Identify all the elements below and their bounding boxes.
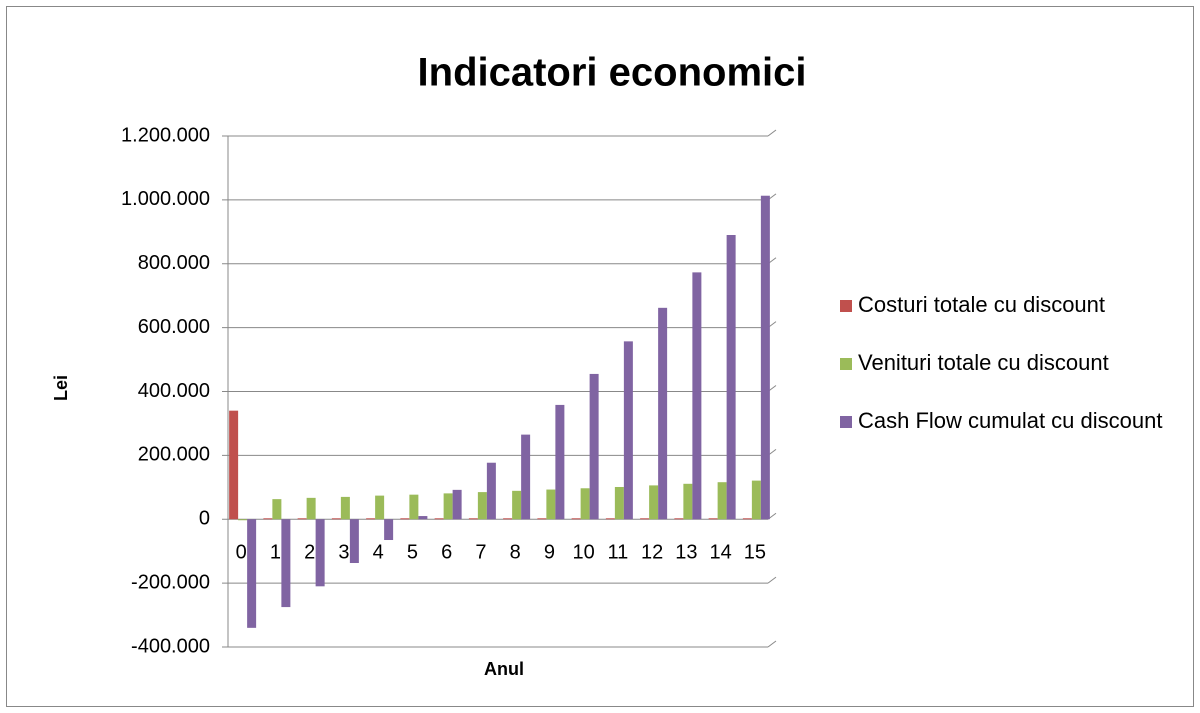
bar [726,235,736,520]
bar [409,494,419,520]
legend-item: Costuri totale cu discount [840,290,1185,320]
bar [546,489,556,520]
bar [589,373,599,520]
x-tick-label: 15 [744,542,766,564]
bar [614,486,624,520]
x-tick-label: 14 [710,542,732,564]
bar [349,519,359,564]
x-tick-label: 11 [607,542,628,564]
bar [692,272,702,520]
bar [580,488,590,520]
bar [571,518,581,520]
bar [238,519,248,521]
bar [555,404,565,520]
bar [658,307,668,520]
bar [640,518,650,520]
legend-item: Cash Flow cumulat cu discount [840,406,1185,436]
bar [434,518,444,520]
bar [384,519,394,541]
bar [477,492,487,520]
x-tick-label: 3 [338,542,349,564]
legend-item: Venituri totale cu discount [840,348,1185,378]
bar [486,462,496,520]
y-tick-label: 1.200.000 [121,124,210,146]
bar [306,497,316,520]
bar [366,518,376,520]
chart-border [6,6,1194,707]
bar [742,518,752,520]
bar [751,480,761,520]
bar [537,518,547,520]
x-tick-label: 4 [373,542,384,564]
bar [760,195,770,520]
grid-depth [767,576,777,584]
x-tick-label: 12 [641,542,663,564]
bar [512,490,522,520]
bar [683,483,693,520]
legend-swatch [840,358,852,370]
x-axis-label: Anul [484,659,524,679]
bar [400,518,410,520]
legend-label: Cash Flow cumulat cu discount [858,408,1163,433]
grid-depth [767,640,777,648]
y-tick-label: 800.000 [138,252,210,274]
bar [674,518,684,520]
y-tick-label: 200.000 [138,444,210,466]
bar [708,518,718,520]
y-axis-label: Lei [51,375,71,401]
bar [229,410,239,520]
x-tick-label: 13 [675,542,697,564]
y-tick-label: 400.000 [138,380,210,402]
y-tick-label: -400.000 [131,635,210,657]
bar [468,518,478,520]
x-tick-label: 5 [407,542,418,564]
y-tick-label: -200.000 [131,571,210,593]
legend-swatch [840,300,852,312]
x-tick-label: 1 [270,542,281,564]
y-tick-label: 0 [199,508,210,530]
grid-depth [767,129,777,137]
legend-label: Costuri totale cu discount [858,292,1106,317]
bar [503,518,513,520]
bar [331,518,341,520]
legend: Costuri totale cu discount Venituri total… [840,290,1185,464]
y-tick-label: 1.000.000 [121,188,210,210]
x-tick-label: 2 [304,542,315,564]
bar [375,495,385,520]
bar [418,516,428,520]
x-tick-label: 6 [441,542,452,564]
bar [649,485,659,520]
legend-label: Venituri totale cu discount [858,350,1109,375]
bar [272,499,282,520]
bar [443,493,453,520]
bar [452,489,462,520]
bar [340,496,350,520]
y-tick-label: 600.000 [138,316,210,338]
bar [297,518,307,520]
x-tick-label: 8 [510,542,521,564]
bar [623,341,633,520]
bar [605,518,615,520]
x-tick-label: 7 [475,542,486,564]
bar [281,519,291,608]
bar [315,519,325,587]
x-tick-label: 0 [236,542,247,564]
legend-swatch [840,416,852,428]
x-tick-label: 9 [544,542,555,564]
chart-title: Indicatori economici [418,51,807,95]
bar [521,434,531,520]
bar [263,518,273,520]
x-tick-label: 10 [573,542,595,564]
bar [717,482,727,520]
bar [247,519,257,628]
